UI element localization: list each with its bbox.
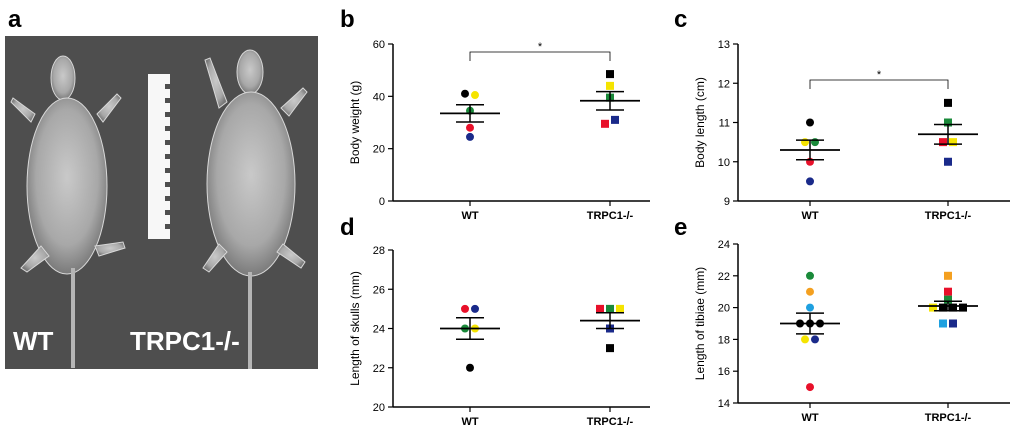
chart-d-data-point [461,304,469,313]
chart-b-significance-label: * [538,41,543,53]
chart-e-data-point [806,287,814,296]
chart-e-data-point [939,319,947,328]
chart-c-significance-label: * [877,69,882,81]
chart-e-ytick-label: 14 [718,398,730,410]
chart-e-data-point [949,303,957,312]
chart-e-ytick-label: 18 [718,334,730,346]
wt-mouse-silhouette [10,55,126,368]
chart-c-data-point [806,118,814,127]
chart-c-significance-bracket [809,79,949,89]
chart-c-ytick-label: 12 [718,78,730,90]
chart-c-data-point [949,138,957,147]
chart-b-ytick-label: 0 [379,196,385,208]
chart-e-ylabel: Length of tibiae (mm) [693,267,707,380]
chart-e-data-point [944,271,952,280]
chart-d-data-point [466,363,474,372]
chart-e-category-label: WT [801,412,818,424]
chart-e-data-point [949,319,957,328]
chart-c-data-point [806,177,814,186]
chart-e-data-point [944,295,952,304]
chart-c-ytick-label: 13 [718,39,730,51]
chart-c-data-point [944,157,952,166]
panel-letter-d: d [340,214,355,241]
chart-b-data-point [606,81,614,90]
chart-e-data-point [959,303,967,312]
chart-c-ytick-label: 11 [719,118,730,130]
chart-d-ytick-label: 24 [373,324,385,336]
chart-b-data-point [471,91,479,100]
chart-d-ytick-label: 26 [373,284,385,296]
chart-d-ytick-label: 22 [373,363,385,375]
chart-b-category-label: WT [461,210,478,222]
panel-letter-b: b [340,6,355,33]
chart-c-ylabel: Body length (cm) [693,77,707,168]
chart-e-data-point [944,287,952,296]
chart-b-data-point [606,70,614,79]
chart-b-data-point [466,123,474,132]
chart-e-data-point [801,335,809,344]
chart-d-category-label: TRPC1-/- [587,416,634,428]
chart-d-data-point [606,344,614,353]
chart-c-category-label: TRPC1-/- [925,210,972,222]
chart-b-data-point [461,89,469,98]
chart-b-category-label: TRPC1-/- [587,210,634,222]
chart-e-data-point [806,271,814,280]
chart-e-data-point [806,383,814,392]
chart-b-ytick-label: 40 [373,91,385,103]
panel-letter-c: c [674,6,688,33]
chart-d-data-point [471,304,479,313]
chart-e-category-label: TRPC1-/- [925,412,972,424]
chart-c-data-point [944,98,952,107]
chart-b-significance-bracket [469,51,611,61]
chart-d-ytick-label: 20 [373,402,385,414]
chart-d-ylabel: Length of skulls (mm) [348,271,362,386]
panel-letter-a: a [8,6,22,33]
chart-e-ytick-label: 16 [718,366,730,378]
chart-b-ytick-label: 60 [373,39,385,51]
chart-e-data-point [939,303,947,312]
chart-c-ytick-label: 10 [718,157,730,169]
chart-d-data-point [606,304,614,313]
chart-e-data-point [811,335,819,344]
chart-b-data-point [601,119,609,128]
chart-b-data-point [611,115,619,124]
chart-e-ytick-label: 24 [718,239,730,251]
chart-c-data-point [944,118,952,127]
chart-d-data-point [596,304,604,313]
chart-e-data-point [929,303,937,312]
chart-c-ytick-label: 9 [724,196,730,208]
ko-mouse-silhouette [202,49,308,369]
chart-b-ylabel: Body weight (g) [348,81,362,164]
panel-letter-e: e [674,214,688,241]
xray-label-trpc1-ko: TRPC1-/- [130,326,240,356]
chart-c-category-label: WT [801,210,818,222]
chart-c-data-point [939,138,947,147]
chart-e-ytick-label: 20 [718,303,730,315]
chart-b-data-point [466,132,474,141]
chart-d-category-label: WT [461,416,478,428]
xray-image: WT TRPC1-/- [5,36,318,369]
scale-ruler [148,74,170,239]
chart-b-ytick-label: 20 [373,144,385,156]
chart-e-ytick-label: 22 [718,271,730,283]
chart-e-data-point [806,303,814,312]
xray-label-wt: WT [13,326,54,356]
chart-d-ytick-label: 28 [373,245,385,257]
chart-d-data-point [616,304,624,313]
xray-drawing [10,49,308,369]
